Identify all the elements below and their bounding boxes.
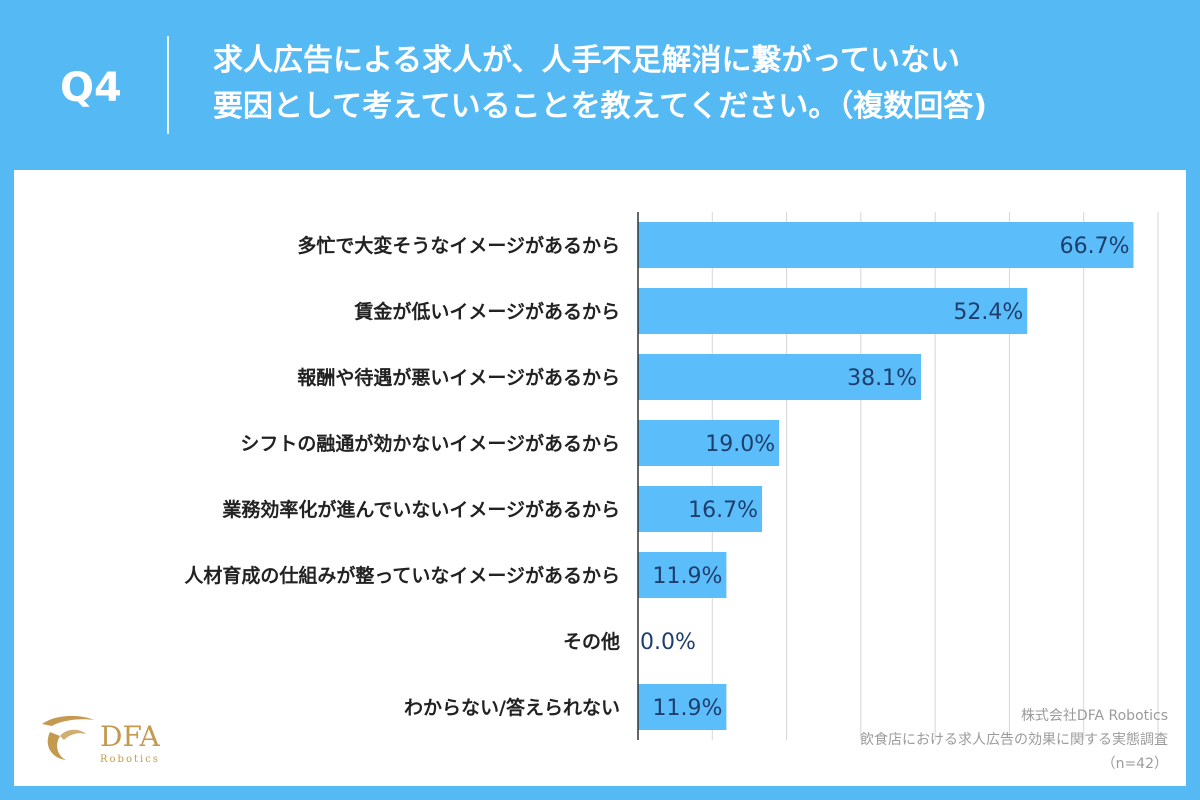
logo-mark: DFA Robotics: [42, 715, 160, 765]
page-title: 求人広告による求人が、人手不足解消に繋がっていない 要因として考えていることを教…: [213, 38, 1173, 130]
bar: [638, 684, 727, 730]
category-label: 人材育成の仕組みが整っていなイメージがあるから: [184, 564, 620, 587]
value-label: 38.1%: [847, 366, 917, 391]
bar: [638, 354, 922, 400]
footer-survey: 飲食店における求人広告の効果に関する実態調査: [860, 732, 1168, 748]
category-label: シフトの融通が効かないイメージがあるから: [240, 432, 620, 455]
footer-sample: （n=42）: [1101, 756, 1168, 772]
bar: [638, 552, 727, 598]
value-label: 52.4%: [953, 300, 1023, 325]
bar: [638, 420, 780, 466]
dfa-logo: DFA Robotics: [36, 710, 186, 774]
category-label: 賃金が低いイメージがあるから: [353, 300, 620, 323]
value-label: 11.9%: [653, 564, 723, 589]
value-label: 0.0%: [640, 630, 696, 655]
title-line-2: 要因として考えていることを教えてください。（複数回答): [213, 89, 987, 124]
logo-sub-text: Robotics: [100, 754, 160, 765]
bar: [638, 486, 763, 532]
category-label: わからない/答えられない: [404, 696, 620, 719]
bar-chart: 多忙で大変そうなイメージがあるから 66.7% 賃金が低いイメージがあるから 52.4…: [184, 212, 1159, 740]
chart-panel: 多忙で大変そうなイメージがあるから 66.7% 賃金が低いイメージがあるから 52.4…: [14, 170, 1186, 786]
value-label: 16.7%: [688, 498, 758, 523]
question-label: Q4: [60, 65, 122, 111]
category-label: 多忙で大変そうなイメージがあるから: [297, 234, 620, 257]
bar: [638, 288, 1028, 334]
value-label: 19.0%: [705, 432, 775, 457]
bar: [638, 222, 1134, 268]
footer: 株式会社DFA Robotics 飲食店における求人広告の効果に関する実態調査 …: [748, 704, 1168, 776]
category-label: 報酬や待遇が悪いイメージがあるから: [297, 366, 620, 389]
footer-company: 株式会社DFA Robotics: [1020, 708, 1168, 724]
header: Q4 求人広告による求人が、人手不足解消に繋がっていない 要因として考えているこ…: [0, 0, 1200, 170]
value-label: 66.7%: [1060, 234, 1130, 259]
category-label: 業務効率化が進んでいないイメージがあるから: [221, 498, 620, 521]
category-label: その他: [563, 630, 620, 653]
title-line-1: 求人広告による求人が、人手不足解消に繋がっていない: [213, 43, 960, 78]
logo-brand-text: DFA: [100, 720, 160, 753]
header-divider: [167, 36, 169, 134]
value-label: 11.9%: [653, 696, 723, 721]
